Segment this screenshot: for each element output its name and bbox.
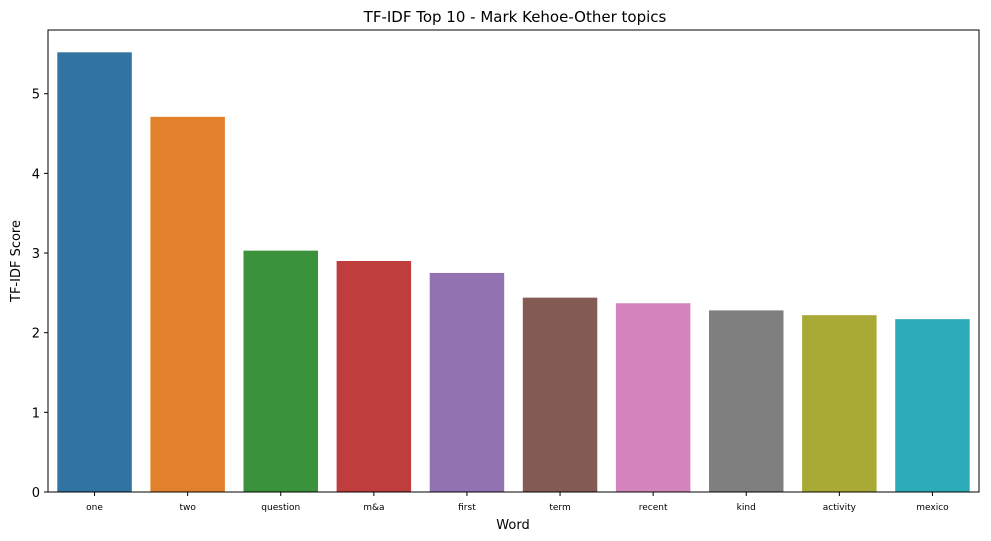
bar-mexico	[895, 319, 970, 492]
bars-group	[57, 52, 970, 493]
bar-one	[57, 52, 132, 493]
bar-first	[429, 272, 505, 492]
y-tick-label: 4	[32, 167, 40, 182]
y-tick-label: 0	[32, 486, 40, 501]
x-tick-label: first	[458, 503, 476, 513]
bar-kind	[709, 310, 784, 492]
y-tick-label: 1	[32, 406, 40, 421]
chart-title: TF-IDF Top 10 - Mark Kehoe-Other topics	[363, 8, 667, 26]
x-tick-label: two	[179, 503, 196, 513]
x-tick-label: mexico	[916, 503, 949, 513]
x-tick-label: one	[86, 503, 103, 513]
y-tick-label: 5	[32, 88, 40, 103]
y-axis-ticks: 0 1 2 3 4 5	[32, 88, 48, 501]
y-tick-label: 3	[32, 247, 40, 262]
plot-frame	[47, 29, 980, 493]
x-axis-label: Word	[496, 518, 529, 533]
x-tick-label: term	[549, 503, 570, 513]
bar-question	[243, 250, 318, 492]
x-tick-label: m&a	[363, 503, 384, 513]
bar-recent	[615, 303, 691, 492]
x-tick-label: activity	[823, 503, 857, 513]
bar-m&a	[336, 261, 412, 492]
x-tick-label: kind	[737, 503, 756, 513]
bar-activity	[802, 315, 877, 492]
bar-term	[522, 297, 598, 492]
x-tick-label: question	[261, 503, 300, 513]
y-tick-label: 2	[32, 327, 40, 342]
x-axis-ticks: one two question m&a first term recent kind acti…	[86, 492, 949, 513]
bar-two	[150, 116, 225, 492]
y-axis-label: TF-IDF Score	[9, 220, 24, 303]
x-tick-label: recent	[639, 503, 668, 513]
